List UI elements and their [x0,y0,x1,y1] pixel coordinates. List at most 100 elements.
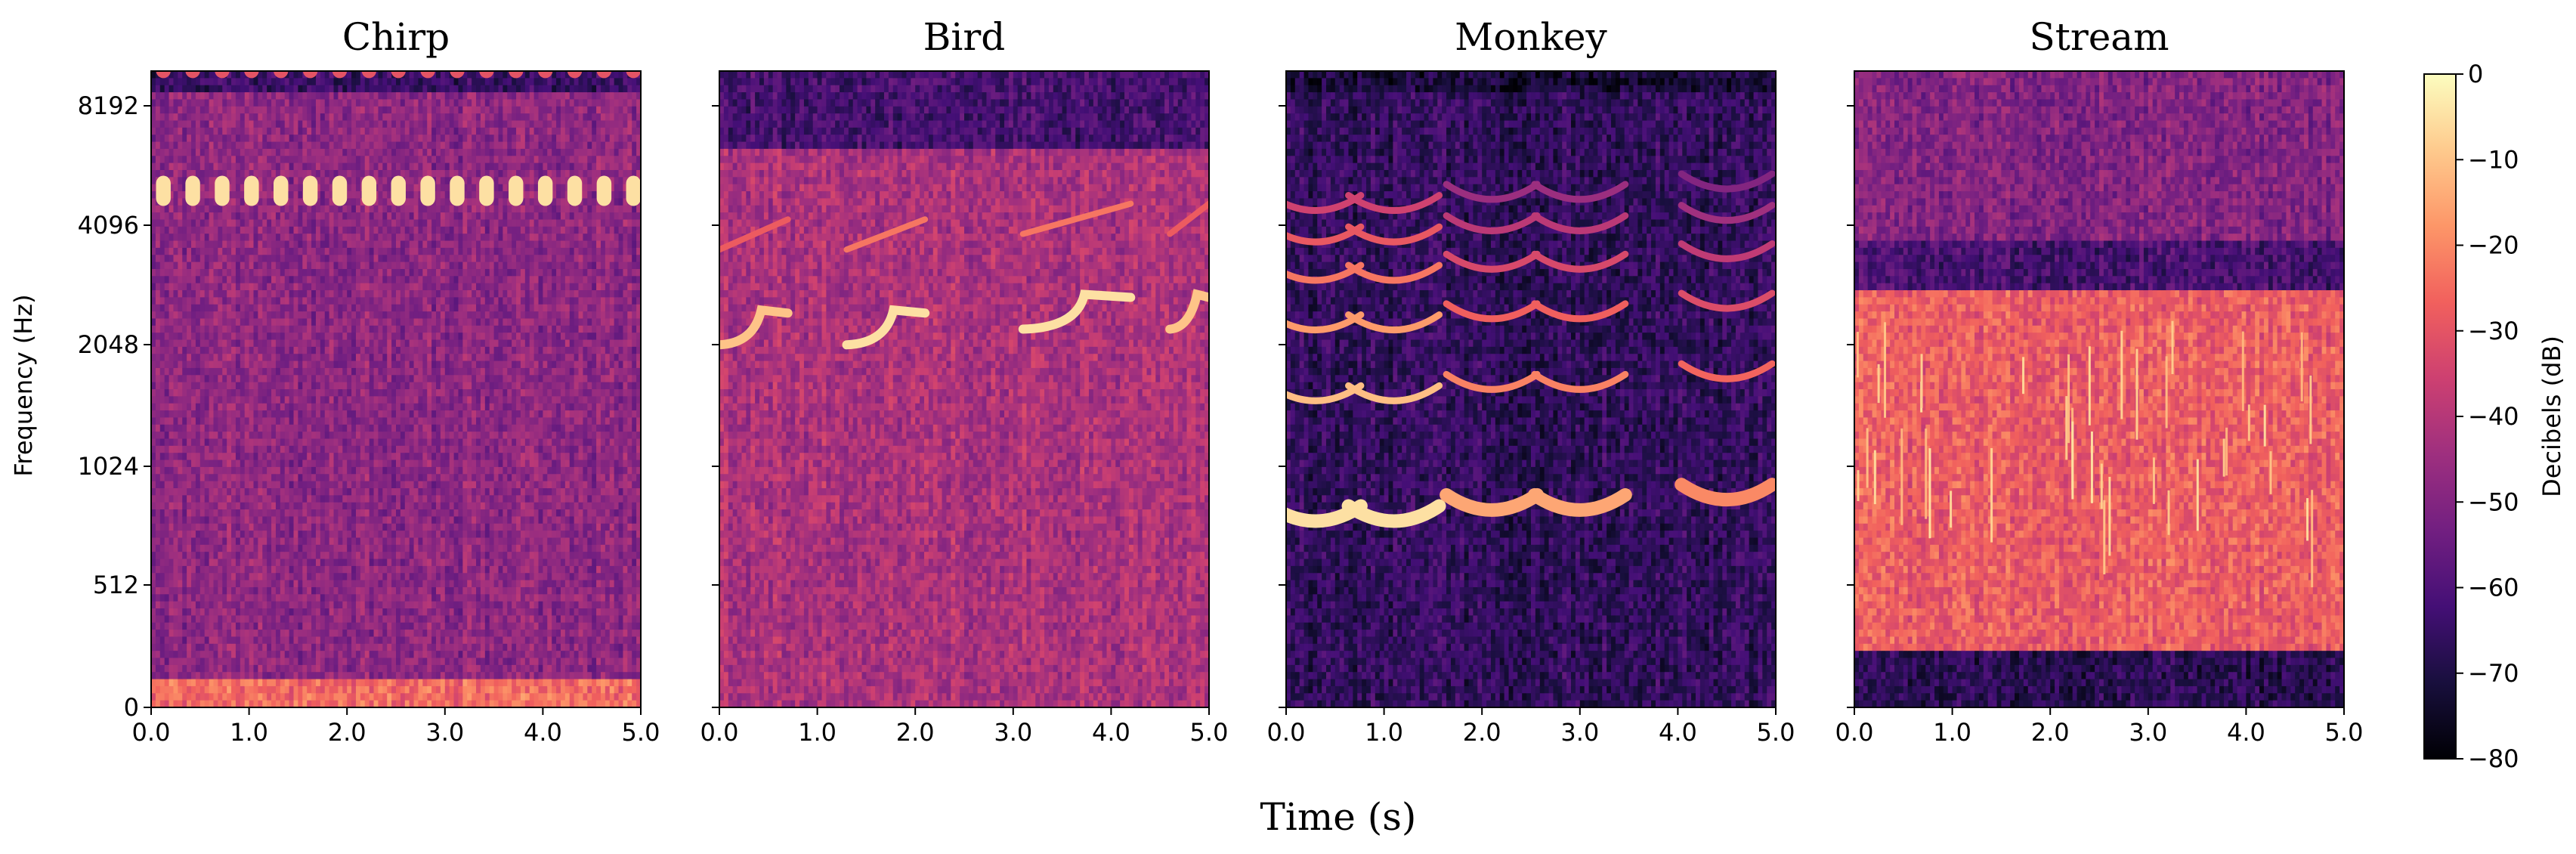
panel-title: Stream [2029,15,2169,59]
panel-title: Monkey [1455,15,1607,59]
panel-stream: Stream 0.0 1.0 2.0 3.0 4.0 5.0 [1835,15,2364,747]
burst-mark [509,71,524,79]
x-tick-label: 4.0 [1659,718,1697,747]
noise-streak [1920,354,1923,408]
noise-streak [2269,451,2272,494]
x-tick-label: 3.0 [994,718,1032,747]
colorbar-tick-label: −60 [2468,574,2519,602]
x-tick-label: 1.0 [1933,718,1971,747]
y-tick-label: 2048 [78,330,139,359]
burst-mark [156,71,171,79]
harmonic-mark [1345,311,1443,334]
harmonic-mark [1531,300,1629,323]
burst-mark [332,175,348,206]
call-harmonic [843,216,929,253]
noise-streak [2088,346,2091,425]
colorbar-tick-label: −10 [2468,145,2519,174]
noise-streak [2300,332,2303,402]
noise-streak [2165,356,2168,429]
noise-streak [2167,490,2170,535]
burst-mark [215,71,230,79]
noise-streak [1866,428,1869,488]
x-tick-label: 0.0 [1835,718,1874,747]
burst-mark [596,175,612,206]
noise-streak [2225,427,2228,476]
burst-mark [450,71,465,79]
noise-streak [2152,457,2155,504]
burst-mark [215,175,230,206]
burst-mark [450,175,465,206]
panel-frame [1285,70,1777,708]
x-tick-label: 1.0 [230,718,268,747]
noise-streak [2022,357,2025,395]
harmonic-mark [1678,240,1776,262]
y-tick-label: 1024 [78,452,139,481]
harmonic-mark [1675,478,1776,507]
x-tick-label: 2.0 [2031,718,2070,747]
burst-mark [626,71,641,79]
colorbar-tick-label: −30 [2468,317,2519,345]
colorbar-gradient [2423,73,2457,760]
noise-streak [1857,470,1860,502]
panel-monkey: Monkey 0.0 1.0 2.0 3.0 4.0 5.0 [1267,15,1795,747]
burst-mark [509,175,524,206]
x-tick-label: 5.0 [1190,718,1229,747]
call-mark [1018,289,1136,334]
harmonic-mark [1286,382,1365,404]
harmonic-mark [1527,487,1632,517]
noise-streak [2067,354,2070,444]
y-tick-label: 0 [124,693,139,722]
y-tick-label: 8192 [78,91,139,120]
spectrogram-image [1286,71,1776,707]
x-tick-label: 0.0 [700,718,739,747]
harmonic-mark [1345,223,1443,246]
time-axis-label: Time (s) [1260,795,1417,839]
y-tick-label: 512 [93,571,139,599]
colorbar-tick-label: 0 [2468,60,2483,88]
x-tick-label: 5.0 [2325,718,2364,747]
noise-streak [2103,500,2106,574]
call-mark [719,305,793,350]
noise-streak [1990,447,1993,543]
noise-streak [2196,459,2199,531]
harmonic-mark [1531,370,1629,393]
x-tick-label: 2.0 [328,718,366,747]
spectrogram-panels: Chirp 0.0 1.0 2.0 3.0 4.0 5.0 Bird 0.0 1.0 2.0 3.0 4… [132,15,2364,747]
panel-frame [719,70,1210,708]
x-tick-label: 4.0 [2227,718,2265,747]
x-tick-label: 3.0 [425,718,464,747]
colorbar-tick-label: −50 [2468,487,2519,516]
burst-mark [244,175,259,206]
noise-streak [2108,476,2111,556]
burst-mark [596,71,612,79]
x-tick-label: 1.0 [1365,718,1403,747]
x-tick-label: 1.0 [798,718,837,747]
burst-mark [302,71,318,79]
burst-mark [332,71,348,79]
x-tick-label: 3.0 [2129,718,2167,747]
noise-streak [2100,463,2103,509]
burst-mark [537,71,553,79]
harmonic-mark [1678,202,1776,224]
call-harmonic [1167,200,1209,237]
burst-mark [479,175,494,206]
colorbar-tick-label: −40 [2468,402,2519,431]
burst-mark [274,71,289,79]
noise-streak [2263,404,2266,447]
harmonic-mark [1286,223,1365,246]
panel-title: Bird [923,15,1006,59]
burst-mark [244,71,259,79]
burst-mark [537,175,553,206]
noise-streak [2247,404,2250,441]
burst-mark [420,71,435,79]
y-tick-label: 4096 [78,211,139,240]
harmonic-mark [1443,370,1541,393]
noise-streak [1900,428,1903,525]
harmonic-mark [1678,170,1776,193]
x-tick-label: 3.0 [1560,718,1599,747]
noise-streak [1884,322,1887,418]
harmonic-mark [1345,382,1443,404]
x-tick-label: 0.0 [132,718,171,747]
harmonic-mark [1286,192,1365,215]
x-tick-label: 2.0 [896,718,935,747]
